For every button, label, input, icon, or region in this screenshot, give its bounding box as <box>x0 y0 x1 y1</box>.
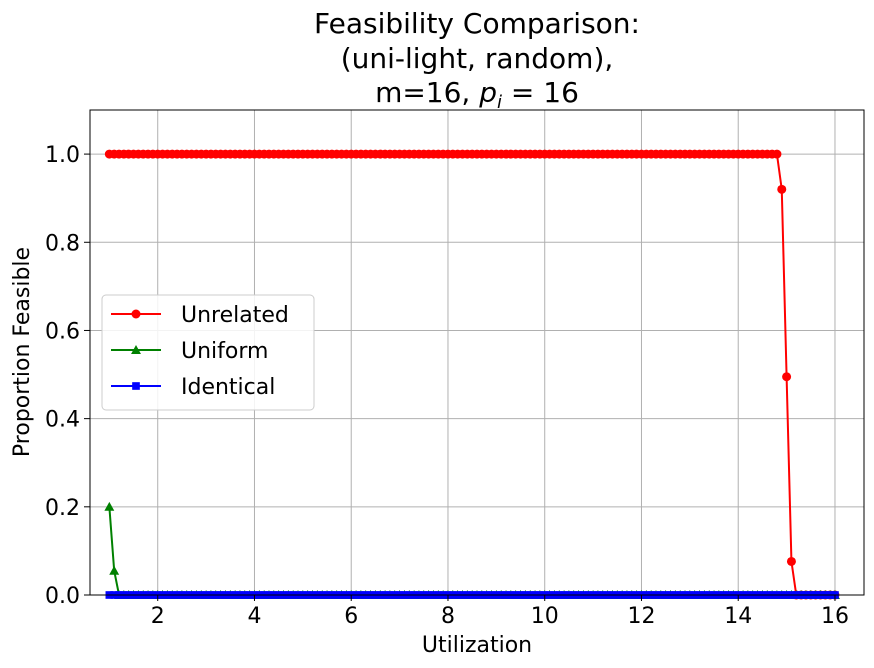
data-point <box>131 345 141 354</box>
data-point <box>132 382 140 390</box>
y-tick-label: 0.0 <box>45 584 80 609</box>
data-point <box>104 501 115 511</box>
title-line-2: (uni-light, random), <box>341 42 614 75</box>
title-line-3: m=16, pi = 16 <box>375 76 579 113</box>
chart-title: Feasibility Comparison: (uni-light, rand… <box>314 7 640 113</box>
series-uniform <box>104 501 840 599</box>
title-line-3-symbol: p <box>478 76 497 109</box>
legend-label: Identical <box>181 375 275 400</box>
title-line-3-subscript: i <box>497 92 502 113</box>
y-tick-label: 0.4 <box>45 408 80 433</box>
plot-frame <box>89 109 865 596</box>
y-tick-label: 0.6 <box>45 319 80 344</box>
x-tick-label: 10 <box>531 604 559 629</box>
legend-entry-unrelated: Unrelated <box>111 303 289 328</box>
y-axis-label: Proportion Feasible <box>10 247 35 457</box>
title-line-3-suffix: = 16 <box>502 76 579 109</box>
legend-box <box>101 294 315 411</box>
data-point <box>772 149 782 159</box>
x-tick-label: 8 <box>441 604 455 629</box>
data-point <box>782 372 792 382</box>
x-tick-label: 16 <box>821 604 849 629</box>
y-tick-label: 1.0 <box>45 143 80 168</box>
legend-label: Uniform <box>181 339 268 364</box>
title-line-1: Feasibility Comparison: <box>314 7 640 40</box>
legend-entry-uniform: Uniform <box>111 339 268 364</box>
y-tick-label: 0.2 <box>45 496 80 521</box>
data-point <box>131 309 141 319</box>
x-axis-label: Utilization <box>422 633 532 658</box>
x-tick-label: 14 <box>724 604 752 629</box>
legend: Unrelated Uniform Identical <box>101 294 315 411</box>
series-line <box>108 506 835 596</box>
x-tick-label: 4 <box>247 604 261 629</box>
data-point <box>109 565 120 575</box>
y-tick-label: 0.8 <box>45 231 80 256</box>
x-tick-label: 6 <box>344 604 358 629</box>
x-tick-label: 12 <box>627 604 655 629</box>
x-tick-label: 2 <box>151 604 165 629</box>
data-point <box>777 184 787 194</box>
title-line-3-prefix: m=16, <box>375 76 479 109</box>
legend-label: Unrelated <box>181 303 289 328</box>
ticks: 2 4 6 8 10 12 14 16 0.0 0.2 0.4 0.6 0.8 1.0 <box>45 143 849 629</box>
legend-entry-identical: Identical <box>111 375 275 400</box>
data-point <box>786 556 796 566</box>
